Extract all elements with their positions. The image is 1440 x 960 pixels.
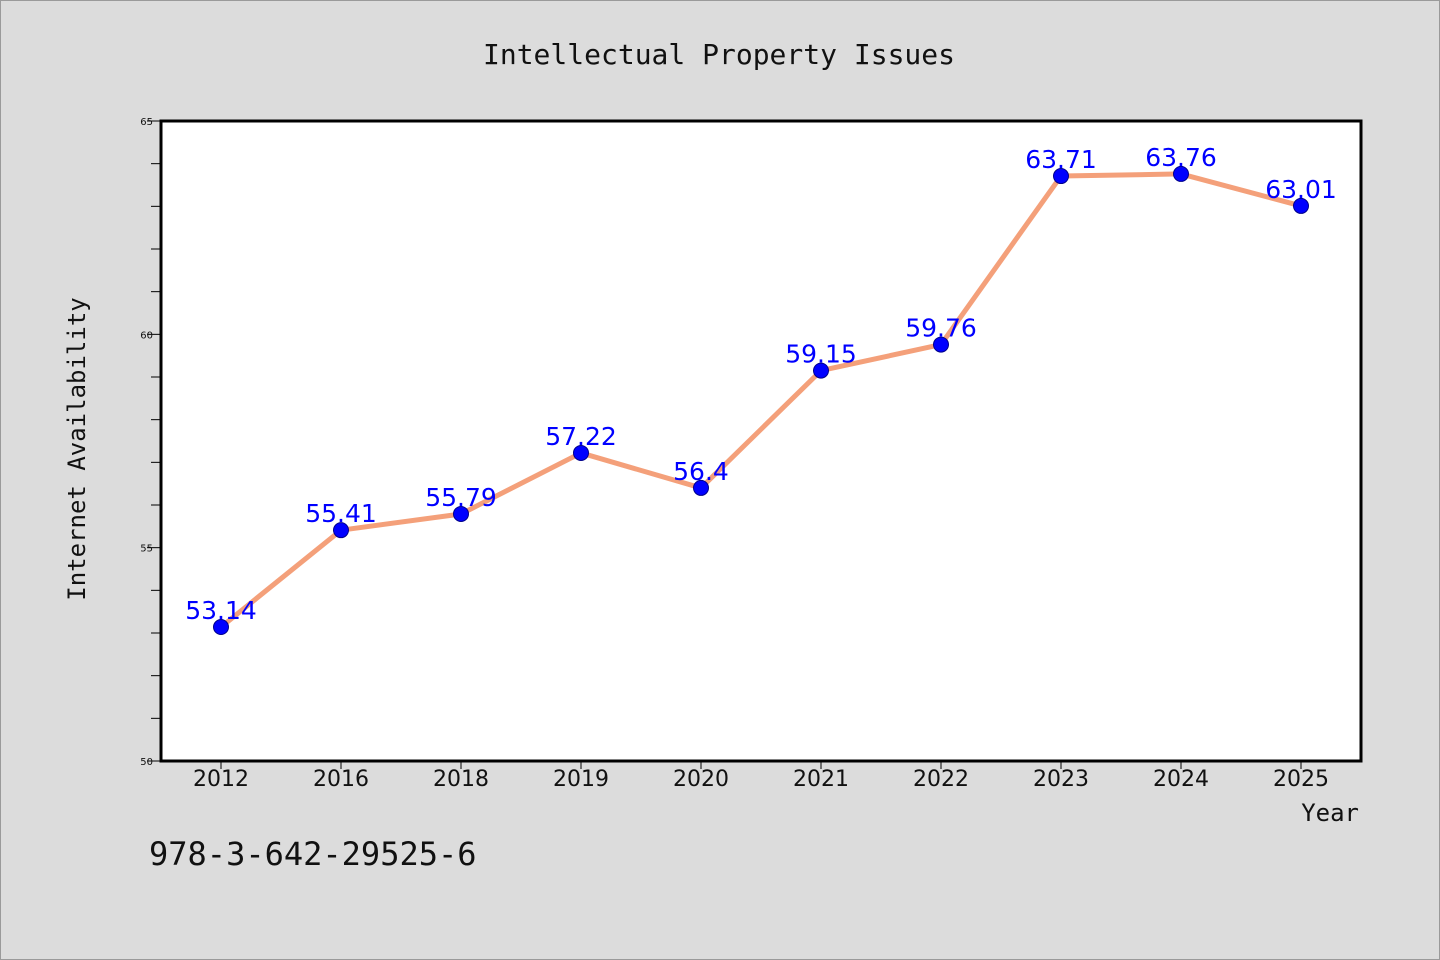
- data-point: [813, 362, 829, 379]
- data-label: 59.15: [785, 340, 857, 369]
- data-point: [453, 505, 469, 522]
- chart-title: Intellectual Property Issues: [483, 38, 955, 71]
- x-tick-label: 2018: [433, 767, 489, 792]
- data-point: [573, 444, 589, 461]
- data-label: 63.71: [1025, 145, 1097, 174]
- y-tick-label: 50: [140, 757, 153, 768]
- data-point: [333, 522, 349, 539]
- x-axis-label: Year: [1301, 799, 1359, 827]
- x-tick-label: 2025: [1273, 767, 1329, 792]
- data-point: [933, 336, 949, 353]
- data-label: 63.76: [1145, 143, 1217, 172]
- x-tick-label: 2012: [193, 767, 249, 792]
- isbn-annotation: 978-3-642-29525-6: [149, 835, 477, 873]
- data-points: [213, 165, 1309, 636]
- data-point: [213, 619, 229, 636]
- y-tick-label: 55: [140, 544, 153, 555]
- data-label: 57.22: [545, 422, 617, 451]
- x-tick-label: 2021: [793, 767, 849, 792]
- x-tick-label: 2023: [1033, 767, 1089, 792]
- x-axis: 2012 2016 2018 2019 2020 2021 2022 2023 2024 2025: [193, 761, 1329, 792]
- data-point: [1053, 168, 1069, 185]
- plot-area: [159, 119, 1363, 763]
- data-point: [1293, 197, 1309, 214]
- data-label: 55.41: [305, 499, 377, 528]
- data-label: 53.14: [185, 596, 257, 625]
- y-axis: 50 55 60 65: [140, 117, 161, 768]
- y-axis-label: Internet Availability: [63, 297, 91, 600]
- data-label: 56.4: [673, 457, 729, 486]
- data-label: 55.79: [425, 483, 497, 512]
- x-tick-label: 2024: [1153, 767, 1209, 792]
- data-label: 59.76: [905, 314, 977, 343]
- x-tick-label: 2016: [313, 767, 369, 792]
- data-labels: 53.14 55.41 55.79 57.22 56.4 59.15 59.76 63.71 6…: [185, 143, 1337, 625]
- x-tick-label: 2020: [673, 767, 729, 792]
- x-tick-label: 2019: [553, 767, 609, 792]
- data-point: [1173, 165, 1189, 182]
- x-tick-label: 2022: [913, 767, 969, 792]
- y-tick-label: 60: [140, 330, 153, 341]
- data-label: 63.01: [1265, 175, 1337, 204]
- data-point: [693, 479, 709, 496]
- series-line: [219, 171, 1302, 629]
- y-tick-label: 65: [140, 117, 153, 128]
